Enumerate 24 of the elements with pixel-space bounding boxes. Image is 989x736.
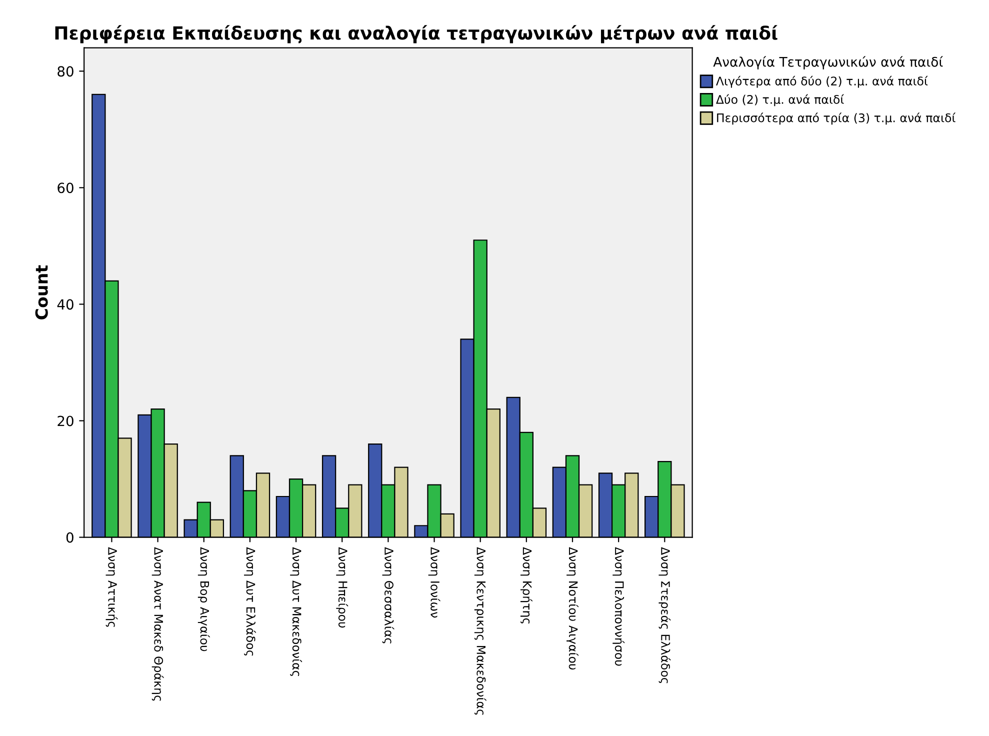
y-tick-label: 0 (66, 532, 74, 543)
x-tick-label: Δνση Ανατ Μακεδ Θράκης (152, 547, 164, 701)
chart-title: Περιφέρεια Εκπαίδευσης και αναλογία τετραγωνικών μέτρων ανά παιδί (55, 25, 778, 44)
x-tick-label: Δνση Δυτ Ελλάδος (244, 547, 256, 656)
x-tick-label: Δνση Αττικής (106, 547, 118, 627)
legend-label: Δύο (2) τ.μ. ανά παιδί (716, 94, 844, 106)
x-tick-label: Δνση Θεσσαλίας (382, 547, 394, 644)
x-tick-label: Δνση Στερεάς Ελλάδος (658, 547, 671, 684)
x-tick-label: Δνση Πελοποννήσου (612, 547, 625, 666)
x-tick-label: Δνση Ηπείρου (336, 547, 348, 628)
x-tick-label: Δνση Δυτ Μακεδονίας (290, 547, 302, 676)
x-tick-label: Δνση Νοτίου Αιγαίου (566, 547, 578, 670)
x-tick-label: Δνση Κρήτης (520, 547, 532, 624)
y-tick-label: 20 (58, 416, 74, 426)
legend-label: Περισσότερα από τρία (3) τ.μ. ανά παιδί (717, 112, 956, 125)
y-axis-title: Count (35, 265, 48, 320)
y-tick-label: 40 (57, 299, 74, 310)
legend-title: Αναλογία Τετραγωνικών ανά παιδί (713, 56, 943, 70)
y-tick-label: 60 (58, 182, 74, 194)
legend-label: Λιγότερα από δύο (2) τ.μ. ανά παιδί (716, 76, 928, 88)
x-tick-label: Δνση Ιονίων (428, 547, 440, 618)
x-tick-label: Δνση Βορ Αιγαίου (198, 547, 210, 652)
y-tick-label: 80 (58, 66, 74, 77)
x-tick-label: Δνση Κεντρικης Μακεδονίας (474, 547, 486, 715)
